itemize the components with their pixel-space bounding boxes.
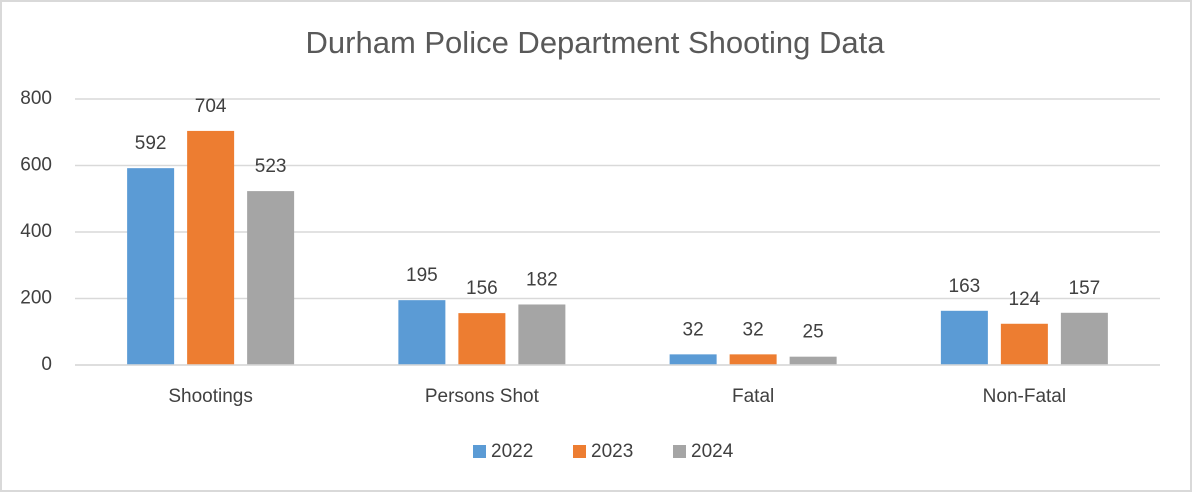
- bar: [1060, 312, 1108, 365]
- y-tick-label: 800: [20, 88, 52, 109]
- y-tick-label: 200: [20, 288, 52, 309]
- data-label: 32: [683, 319, 704, 340]
- bar: [127, 168, 175, 365]
- bar: [458, 313, 506, 365]
- legend-label: 2024: [691, 441, 734, 462]
- x-tick-label: Non-Fatal: [983, 386, 1066, 407]
- y-tick-label: 600: [20, 155, 52, 176]
- legend-label: 2023: [591, 441, 633, 462]
- data-label: 157: [1069, 278, 1101, 299]
- bar: [247, 191, 295, 365]
- data-label: 124: [1009, 289, 1041, 310]
- data-label: 163: [949, 276, 981, 297]
- data-label: 25: [803, 322, 824, 343]
- bar: [1000, 323, 1048, 365]
- chart-border: [0, 0, 1192, 492]
- x-tick-label: Persons Shot: [425, 386, 540, 407]
- data-label: 195: [406, 265, 438, 286]
- y-tick-label: 400: [20, 221, 52, 242]
- bar: [398, 300, 446, 365]
- bar: [187, 130, 235, 365]
- data-label: 32: [743, 319, 764, 340]
- x-tick-label: Fatal: [732, 386, 774, 407]
- bar: [729, 354, 777, 365]
- legend-swatch: [673, 445, 686, 458]
- data-label: 523: [255, 156, 287, 177]
- data-label: 704: [195, 96, 227, 117]
- data-label: 592: [135, 133, 167, 154]
- bar: [669, 354, 717, 365]
- chart-title: Durham Police Department Shooting Data: [306, 25, 886, 60]
- data-label: 156: [466, 278, 498, 299]
- legend-swatch: [473, 445, 486, 458]
- bar: [789, 356, 837, 365]
- y-tick-label: 0: [41, 354, 52, 375]
- bar: [940, 310, 988, 365]
- legend-swatch: [573, 445, 586, 458]
- bar: [518, 304, 566, 365]
- data-label: 182: [526, 270, 558, 291]
- x-tick-label: Shootings: [168, 386, 253, 407]
- legend-label: 2022: [491, 441, 533, 462]
